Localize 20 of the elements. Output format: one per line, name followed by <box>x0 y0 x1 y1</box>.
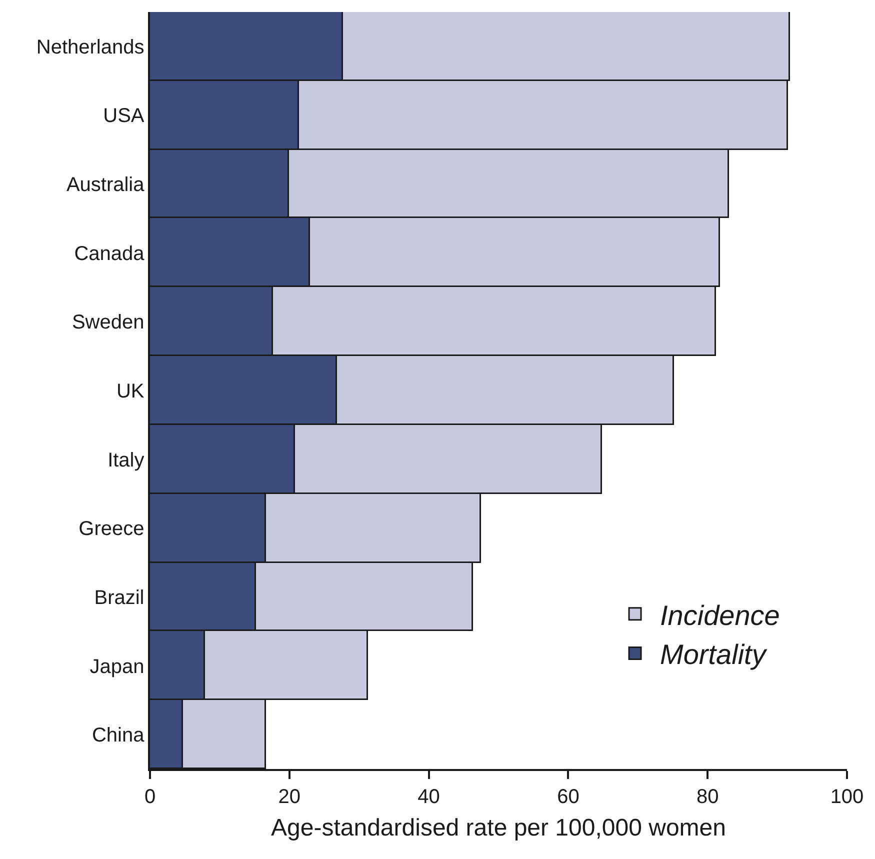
y-tick-label: Italy <box>108 449 144 472</box>
x-tick-label: 20 <box>278 786 301 808</box>
y-tick-label: Australia <box>66 174 146 196</box>
x-tick-label: 40 <box>418 786 440 808</box>
y-tick-label: Greece <box>78 518 144 540</box>
x-tick-label: 0 <box>144 786 156 808</box>
x-tick-label: 60 <box>557 786 580 808</box>
y-tick-label: China <box>92 724 146 747</box>
y-tick-label: Sweden <box>72 312 144 334</box>
legend-label: Incidence <box>660 600 780 631</box>
y-tick-label: Canada <box>74 242 146 265</box>
y-tick-label: Netherlands <box>36 36 144 58</box>
y-tick-label: Japan <box>90 656 144 678</box>
x-tick-label: 100 <box>830 786 864 808</box>
legend-label: Mortality <box>660 639 768 670</box>
x-axis-title: Age-standardised rate per 100,000 women <box>271 814 726 842</box>
y-tick-label: UK <box>116 380 145 402</box>
y-tick-label: Brazil <box>94 586 144 609</box>
x-tick-label: 80 <box>696 786 719 808</box>
y-tick-label: USA <box>103 105 145 128</box>
